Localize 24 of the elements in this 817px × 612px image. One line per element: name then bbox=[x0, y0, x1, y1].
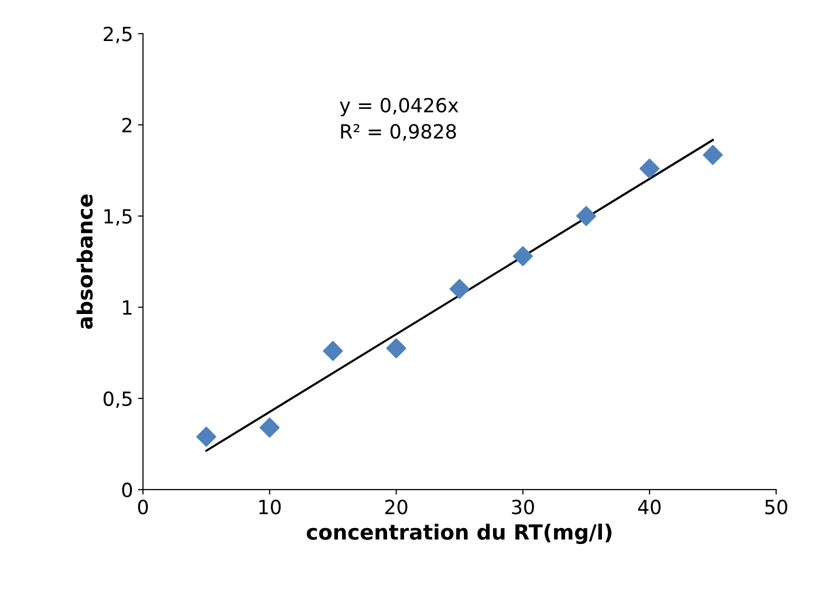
point bbox=[450, 278, 470, 299]
x-tick-label: 0 bbox=[138, 500, 148, 514]
y-tick-label: 2 bbox=[122, 118, 132, 132]
y-tick-label: 1 bbox=[123, 300, 132, 315]
y-tick-label: 0 bbox=[122, 482, 132, 498]
point bbox=[322, 340, 343, 362]
point bbox=[640, 158, 660, 179]
y-tick-label: 1,5 bbox=[104, 209, 132, 226]
x-tick-label: 20 bbox=[385, 500, 408, 514]
point bbox=[702, 144, 723, 165]
x-tick-label: 10 bbox=[259, 500, 281, 514]
annotation: y = 0,0426x R² = 0,9828 bbox=[340, 98, 458, 141]
point bbox=[196, 426, 216, 447]
point bbox=[512, 246, 533, 266]
y-tick-label: 2,5 bbox=[104, 26, 132, 44]
point bbox=[576, 206, 596, 226]
point bbox=[260, 418, 280, 438]
x-axis-title: concentration du RT(mg/l) bbox=[306, 524, 612, 544]
x-tick-label: 30 bbox=[512, 500, 534, 514]
point bbox=[386, 338, 406, 358]
x-tick-label: 50 bbox=[765, 500, 788, 514]
x-tick-label: 40 bbox=[638, 500, 661, 514]
y-tick-label: 0,5 bbox=[104, 391, 132, 408]
y-axis-title: absorbance bbox=[76, 194, 93, 329]
